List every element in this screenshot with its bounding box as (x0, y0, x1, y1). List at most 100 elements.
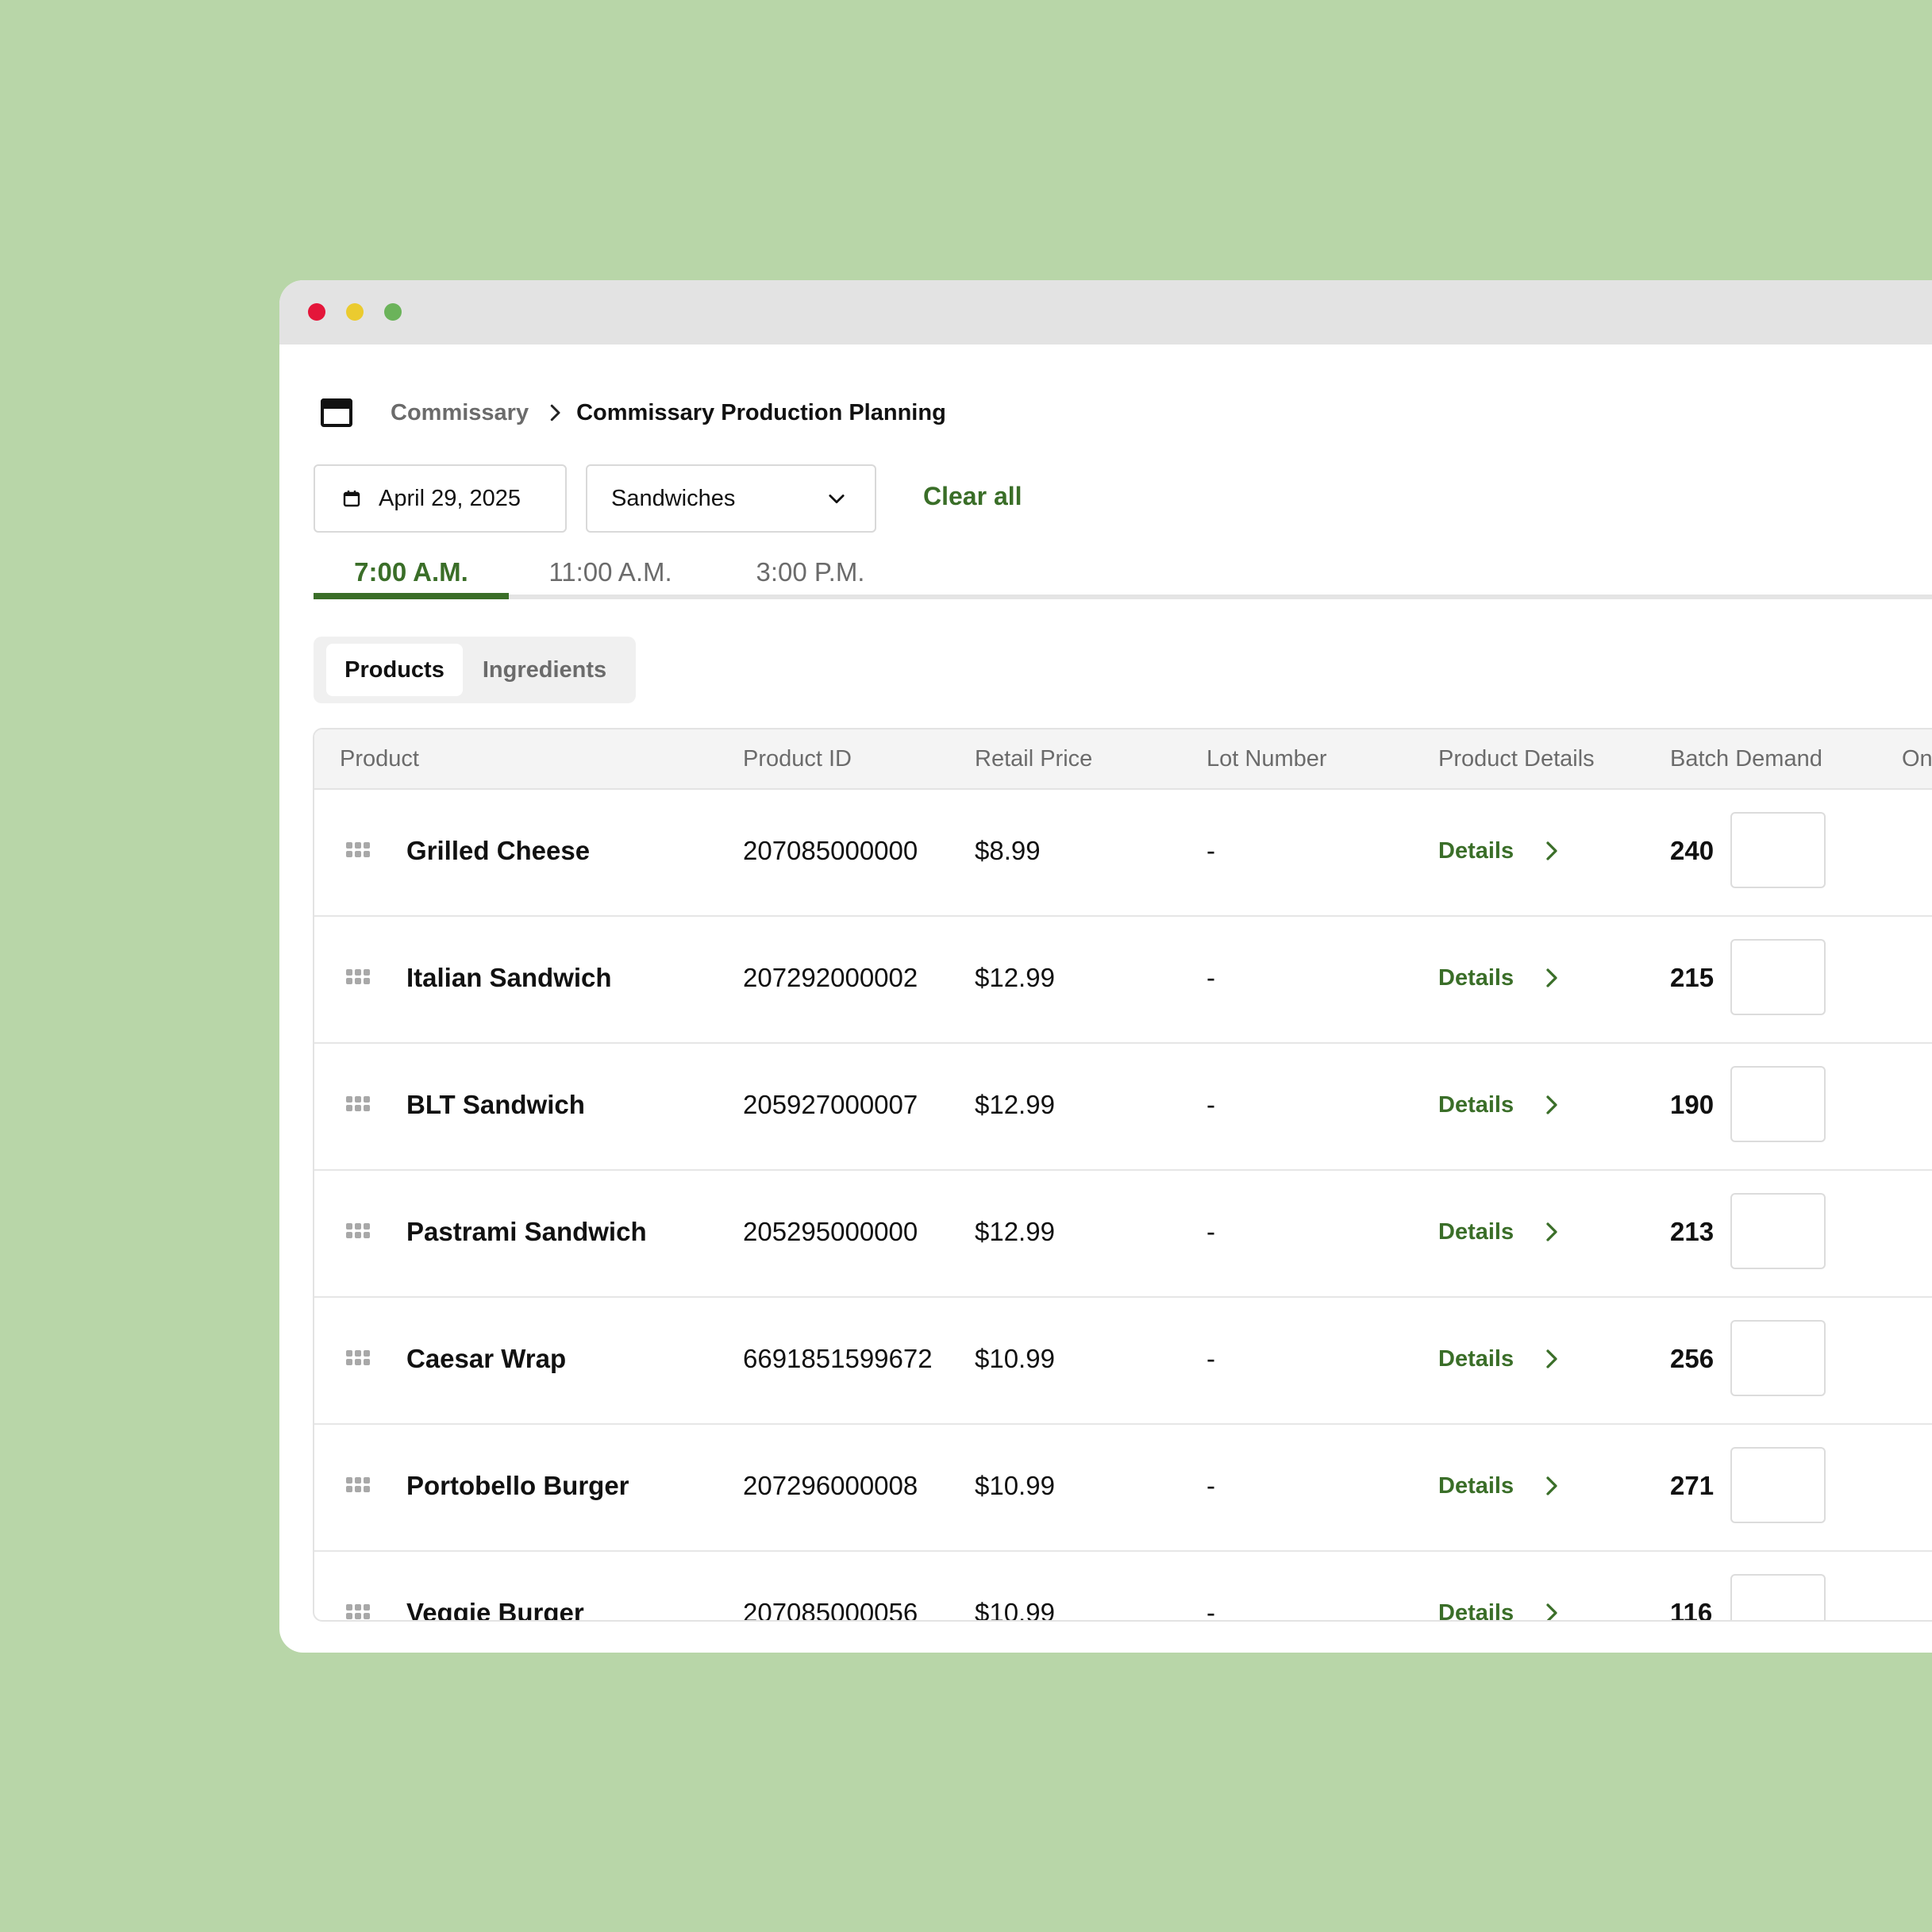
product-id: 6691851599672 (743, 1344, 933, 1373)
on-hand-input[interactable] (1730, 1447, 1826, 1523)
table-row[interactable]: Caesar Wrap 6691851599672 $10.99 - Details 25… (314, 1296, 1932, 1425)
chevron-right-icon[interactable] (1540, 838, 1564, 864)
details-link[interactable]: Details (1438, 1472, 1514, 1499)
retail-price: $10.99 (975, 1471, 1055, 1500)
tab-11am[interactable]: 11:00 A.M. (548, 557, 672, 587)
details-link[interactable]: Details (1438, 1091, 1514, 1118)
lot-number: - (1207, 1090, 1215, 1119)
retail-price: $12.99 (975, 1090, 1055, 1119)
table-row[interactable]: BLT Sandwich 205927000007 $12.99 - Details 19… (314, 1042, 1932, 1171)
drag-handle-icon[interactable] (346, 1223, 370, 1239)
chevron-right-icon[interactable] (1540, 1473, 1564, 1499)
date-value: April 29, 2025 (379, 485, 521, 511)
ingredients-toggle[interactable]: Ingredients (482, 656, 607, 683)
lot-number: - (1207, 836, 1215, 865)
table-row[interactable]: Pastrami Sandwich 205295000000 $12.99 - Deta… (314, 1169, 1932, 1298)
minimize-window-button[interactable] (346, 303, 364, 321)
table-row[interactable]: Veggie Burger 207085000056 $10.99 - Details 1… (314, 1550, 1932, 1622)
category-select[interactable]: Sandwiches (586, 464, 876, 533)
column-header-product-id[interactable]: Product ID (743, 746, 852, 772)
drag-handle-icon[interactable] (346, 969, 370, 985)
details-link[interactable]: Details (1438, 964, 1514, 991)
details-link[interactable]: Details (1438, 837, 1514, 864)
product-id: 205927000007 (743, 1090, 918, 1119)
drag-handle-icon[interactable] (346, 1604, 370, 1620)
on-hand-input[interactable] (1730, 1066, 1826, 1142)
drag-handle-icon[interactable] (346, 1350, 370, 1366)
chevron-down-icon (829, 495, 845, 504)
browser-window-icon (321, 398, 352, 427)
drag-handle-icon[interactable] (346, 1477, 370, 1493)
product-id: 207085000000 (743, 836, 918, 865)
retail-price: $8.99 (975, 836, 1041, 865)
column-header-lot-number[interactable]: Lot Number (1207, 746, 1327, 772)
chevron-right-icon[interactable] (1540, 1600, 1564, 1622)
product-id: 207292000002 (743, 963, 918, 992)
products-table: Product Product ID Retail Price Lot Numb… (313, 728, 1932, 1622)
app-window: Commissary Commissary Production Plannin… (279, 280, 1932, 1653)
retail-price: $10.99 (975, 1598, 1055, 1622)
lot-number: - (1207, 1344, 1215, 1373)
products-toggle[interactable]: Products (326, 644, 463, 696)
maximize-window-button[interactable] (384, 303, 402, 321)
calendar-icon (343, 491, 360, 507)
column-header-retail-price[interactable]: Retail Price (975, 746, 1093, 772)
lot-number: - (1207, 963, 1215, 992)
details-link[interactable]: Details (1438, 1599, 1514, 1622)
view-toggle: Products Ingredients (314, 637, 636, 703)
product-id: 205295000000 (743, 1217, 918, 1246)
table-row[interactable]: Portobello Burger 207296000008 $10.99 - Deta… (314, 1423, 1932, 1552)
lot-number: - (1207, 1471, 1215, 1500)
batch-demand: 215 (1670, 963, 1715, 992)
batch-demand: 190 (1670, 1090, 1715, 1119)
chevron-right-icon[interactable] (1540, 1219, 1564, 1245)
date-picker[interactable]: April 29, 2025 (314, 464, 567, 533)
retail-price: $10.99 (975, 1344, 1055, 1373)
batch-demand: 256 (1670, 1344, 1715, 1373)
details-link[interactable]: Details (1438, 1345, 1514, 1372)
chevron-right-icon[interactable] (1540, 1346, 1564, 1372)
product-name: BLT Sandwich (406, 1090, 585, 1119)
batch-demand: 240 (1670, 836, 1715, 865)
window-titlebar (279, 280, 1932, 344)
retail-price: $12.99 (975, 963, 1055, 992)
product-name: Pastrami Sandwich (406, 1217, 647, 1246)
table-header: Product Product ID Retail Price Lot Numb… (314, 729, 1932, 790)
table-row[interactable]: Grilled Cheese 207085000000 $8.99 - Details 2… (314, 788, 1932, 917)
batch-demand: 271 (1670, 1471, 1715, 1500)
batch-demand: 116 (1670, 1598, 1713, 1622)
retail-price: $12.99 (975, 1217, 1055, 1246)
on-hand-input[interactable] (1730, 939, 1826, 1015)
drag-handle-icon[interactable] (346, 842, 370, 858)
product-name: Veggie Burger (406, 1598, 584, 1622)
table-row[interactable]: Italian Sandwich 207292000002 $12.99 - Detai… (314, 915, 1932, 1044)
details-link[interactable]: Details (1438, 1218, 1514, 1245)
product-name: Grilled Cheese (406, 836, 591, 865)
on-hand-input[interactable] (1730, 1574, 1826, 1620)
on-hand-input[interactable] (1730, 1193, 1826, 1269)
tab-7am[interactable]: 7:00 A.M. (314, 550, 509, 599)
tab-3pm[interactable]: 3:00 P.M. (756, 557, 865, 587)
product-name: Portobello Burger (406, 1471, 629, 1500)
chevron-right-icon (550, 404, 560, 421)
column-header-product-details[interactable]: Product Details (1438, 746, 1595, 772)
batch-demand: 213 (1670, 1217, 1715, 1246)
breadcrumb: Commissary Commissary Production Plannin… (321, 395, 946, 430)
product-name: Italian Sandwich (406, 963, 612, 992)
on-hand-input[interactable] (1730, 812, 1826, 888)
product-name: Caesar Wrap (406, 1344, 567, 1373)
drag-handle-icon[interactable] (346, 1096, 370, 1112)
chevron-right-icon[interactable] (1540, 1092, 1564, 1118)
clear-all-button[interactable]: Clear all (923, 482, 1022, 510)
product-id: 207085000056 (743, 1598, 918, 1622)
on-hand-input[interactable] (1730, 1320, 1826, 1396)
column-header-on-hand[interactable]: On (1902, 746, 1932, 772)
breadcrumb-parent-link[interactable]: Commissary (391, 399, 529, 425)
chevron-right-icon[interactable] (1540, 965, 1564, 991)
column-header-batch-demand[interactable]: Batch Demand (1670, 746, 1822, 772)
time-tabs: 7:00 A.M. 11:00 A.M. 3:00 P.M. (314, 550, 1932, 599)
breadcrumb-current: Commissary Production Planning (576, 399, 946, 425)
lot-number: - (1207, 1598, 1215, 1622)
close-window-button[interactable] (308, 303, 325, 321)
column-header-product[interactable]: Product (340, 746, 419, 772)
